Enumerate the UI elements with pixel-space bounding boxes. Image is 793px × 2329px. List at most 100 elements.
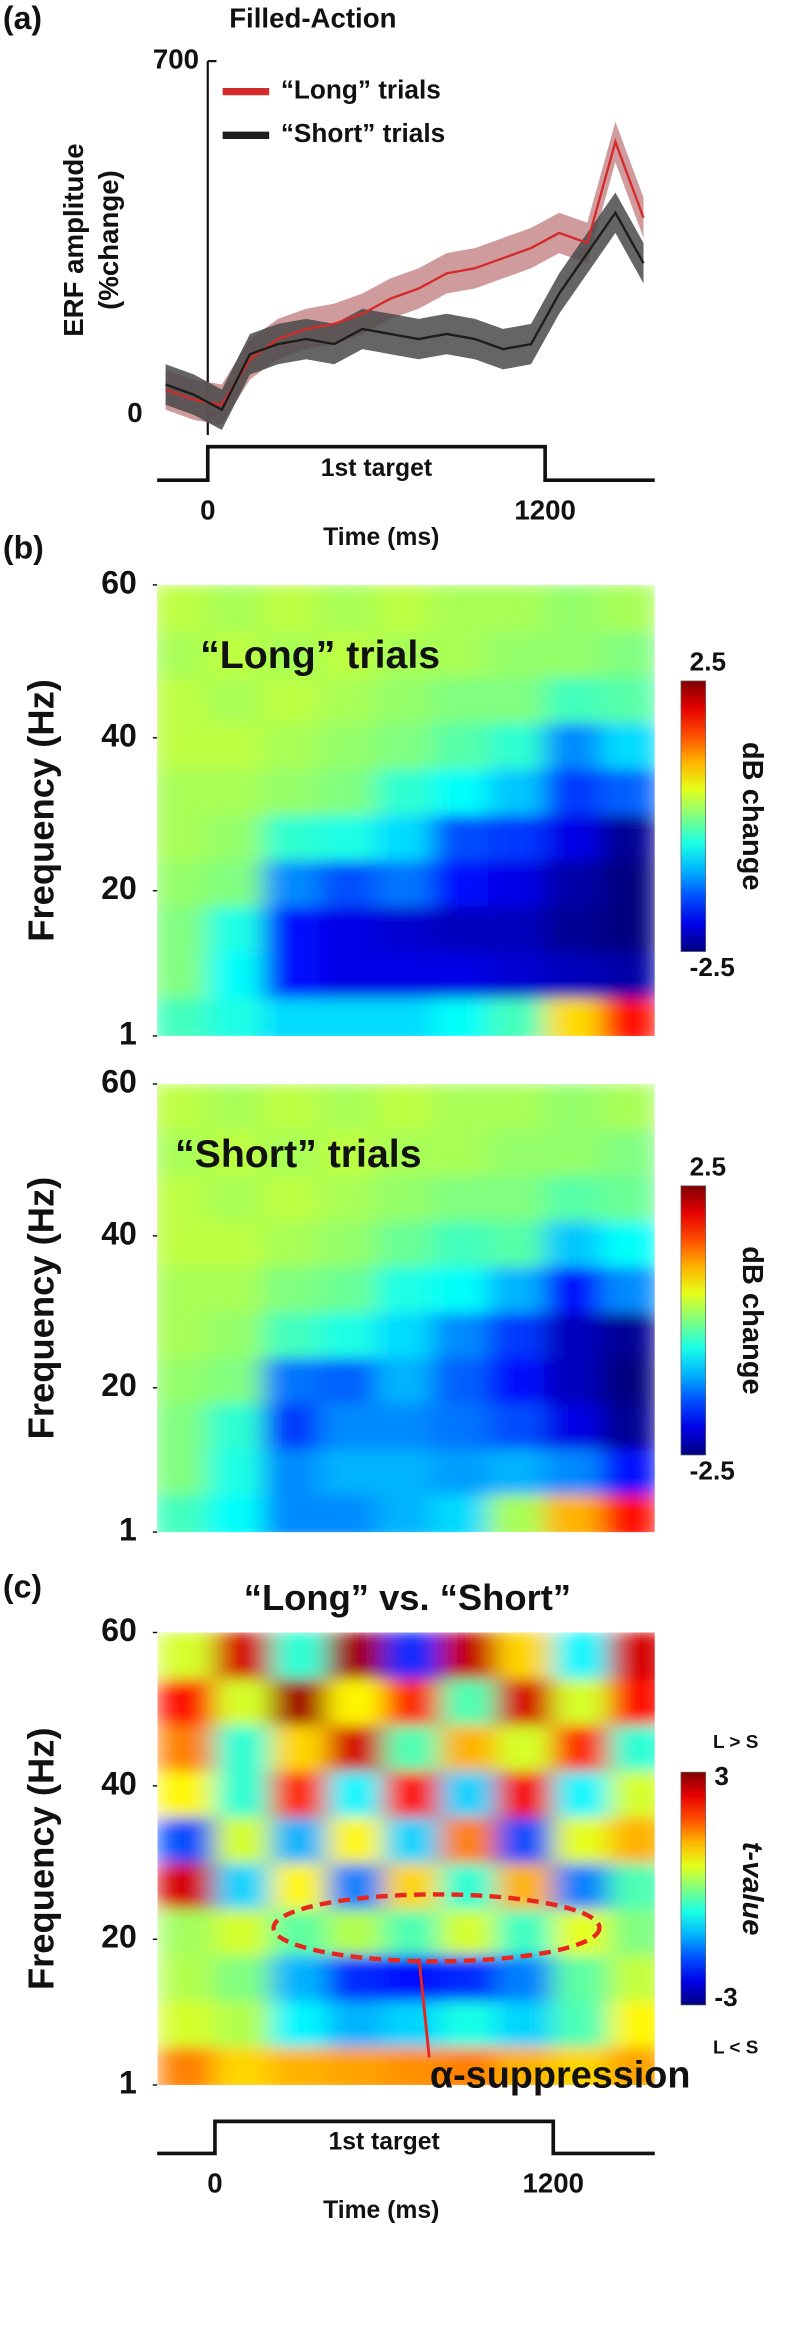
heatmap-cell xyxy=(375,1174,434,1222)
heatmap-cell xyxy=(375,1128,434,1176)
heatmap-cell xyxy=(544,1311,603,1359)
heatmap-cell xyxy=(263,997,321,1036)
heatmap xyxy=(157,1632,655,2085)
heatmap-cell xyxy=(319,813,378,861)
heatmap-cell xyxy=(263,1083,321,1131)
heatmap-cell xyxy=(431,1128,490,1176)
heatmap-cell xyxy=(375,721,434,770)
heatmap-cell xyxy=(488,951,546,999)
heatmap-cell xyxy=(319,721,378,770)
heatmap-cell xyxy=(319,1128,378,1176)
x-axis-label: Time (ms) xyxy=(323,524,439,551)
colorbar-tick-label: -3 xyxy=(714,1982,737,2012)
heatmap xyxy=(157,584,655,1036)
heatmap-cell xyxy=(383,1632,442,1680)
heatmap-cell xyxy=(270,1769,329,1818)
heatmap-cell xyxy=(207,1174,265,1222)
heatmap-cells xyxy=(157,1083,655,1533)
heatmap-cell xyxy=(600,1356,655,1404)
panel-label: (a) xyxy=(3,0,42,36)
heatmap-cell xyxy=(608,1861,655,1910)
heatmap-cell xyxy=(319,1083,378,1131)
heatmap-cell xyxy=(207,1128,265,1176)
colorbar xyxy=(680,680,707,952)
heatmap-cell xyxy=(383,1769,442,1818)
heatmap-cell xyxy=(157,1999,216,2048)
heatmap-cell xyxy=(326,2045,385,2085)
heatmap-cell xyxy=(207,721,265,770)
y-tick-label: 1 xyxy=(119,1512,137,1548)
heatmap-cell xyxy=(488,1402,546,1450)
heatmap-cell xyxy=(207,630,265,678)
heatmap-cell xyxy=(263,584,321,632)
heatmap-cell xyxy=(431,813,490,861)
heatmap-cell xyxy=(157,1447,209,1495)
heatmap-cell xyxy=(157,1493,209,1533)
heatmap-cell xyxy=(207,997,265,1036)
heatmap-cell xyxy=(439,1632,498,1680)
heatmap-cell xyxy=(552,1999,611,2048)
heatmap-cell xyxy=(157,1677,216,1726)
heatmap-cell xyxy=(207,905,265,953)
y-tick-label: 60 xyxy=(101,1612,137,1648)
colorbar-tick-label: 2.5 xyxy=(690,1151,726,1181)
heatmap-cell xyxy=(439,1677,498,1726)
heatmap-cell xyxy=(600,630,655,678)
heatmap-cell xyxy=(544,859,603,907)
heatmap-cell xyxy=(383,1999,442,2048)
heatmap-cell xyxy=(326,1769,385,1818)
heatmap-cell xyxy=(488,813,546,861)
heatmap-cell xyxy=(263,675,321,724)
heatmap-cell xyxy=(600,859,655,907)
heatmap-cell xyxy=(214,1677,273,1726)
heatmap-cell xyxy=(326,1861,385,1910)
heatmap-cell xyxy=(157,1402,209,1450)
heatmap-cell xyxy=(263,1402,321,1450)
heatmap-cell xyxy=(608,1723,655,1772)
heatmap-cell xyxy=(552,1632,611,1680)
heatmap-cell xyxy=(496,1632,554,1680)
heatmap-cell xyxy=(157,675,209,724)
heatmap-cell xyxy=(431,1356,490,1404)
heatmap-cell xyxy=(431,1447,490,1495)
heatmap-cell xyxy=(544,675,603,724)
heatmap-cell xyxy=(263,630,321,678)
heatmap-cell xyxy=(600,1447,655,1495)
heatmap-cell xyxy=(431,675,490,724)
y-tick-label: 20 xyxy=(101,1367,137,1403)
heatmap-cell xyxy=(375,1356,434,1404)
heatmap-cell xyxy=(431,630,490,678)
heatmap-cell xyxy=(157,1861,216,1910)
heatmap-cell xyxy=(544,1265,603,1313)
heatmap-cell xyxy=(157,1265,209,1313)
heatmap-cell xyxy=(157,584,209,632)
heatmap-cell xyxy=(600,1493,655,1533)
heatmap-cell xyxy=(319,767,378,815)
heatmap-cell xyxy=(544,997,603,1036)
heatmap-cell xyxy=(375,997,434,1036)
heatmap-cell xyxy=(375,1265,434,1313)
heatmap-cell xyxy=(431,1174,490,1222)
heatmap-cell xyxy=(326,1815,385,1864)
heatmap-cell xyxy=(439,1815,498,1864)
heatmap-cell xyxy=(544,1219,603,1267)
heatmap-cell xyxy=(263,859,321,907)
heatmap-cell xyxy=(214,1632,273,1680)
heatmap-cell xyxy=(600,1311,655,1359)
heatmap-cell xyxy=(270,1723,329,1772)
heatmap-cell xyxy=(157,767,209,815)
heatmap-cell xyxy=(552,1953,611,2002)
heatmap-cell xyxy=(496,1677,554,1726)
heatmap-cell xyxy=(270,1861,329,1910)
colorbar-tick-label: 3 xyxy=(714,1761,729,1791)
y-tick-label: 60 xyxy=(101,564,137,600)
heatmap-cell xyxy=(383,1861,442,1910)
heatmap-cells xyxy=(157,1632,655,2085)
y-tick-label: 20 xyxy=(101,870,137,906)
alpha-ellipse xyxy=(271,1892,602,1964)
heatmap-cell xyxy=(157,997,209,1036)
heatmap-cell xyxy=(600,1265,655,1313)
heatmap-cell xyxy=(326,1677,385,1726)
heatmap-cell xyxy=(552,1815,611,1864)
heatmap-cell xyxy=(214,2045,273,2085)
